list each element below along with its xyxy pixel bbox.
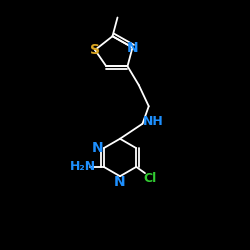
Text: NH: NH bbox=[144, 115, 164, 128]
Text: N: N bbox=[114, 175, 126, 189]
Text: N: N bbox=[92, 141, 103, 155]
Text: S: S bbox=[90, 43, 100, 57]
Text: H₂N: H₂N bbox=[70, 160, 96, 173]
Text: N: N bbox=[127, 40, 138, 54]
Text: Cl: Cl bbox=[143, 172, 156, 184]
